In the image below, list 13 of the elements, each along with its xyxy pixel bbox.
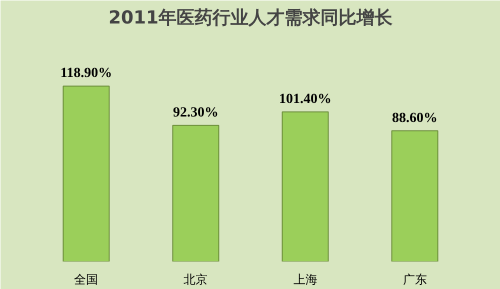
bar bbox=[282, 111, 329, 262]
chart-title: 2011年医药行业人才需求同比增长 bbox=[108, 8, 394, 28]
data-label: 88.60% bbox=[392, 110, 438, 126]
bar bbox=[62, 86, 110, 262]
x-tick-label: 北京 bbox=[184, 272, 208, 286]
x-tick-label: 全国 bbox=[74, 272, 98, 286]
x-tick-label: 广东 bbox=[402, 272, 427, 286]
data-label: 92.30% bbox=[172, 105, 218, 120]
x-tick-label: 上海 bbox=[293, 272, 318, 286]
bar bbox=[391, 130, 438, 262]
data-label: 101.40% bbox=[279, 92, 332, 107]
data-label: 118.90% bbox=[60, 66, 112, 82]
bar bbox=[172, 124, 220, 262]
